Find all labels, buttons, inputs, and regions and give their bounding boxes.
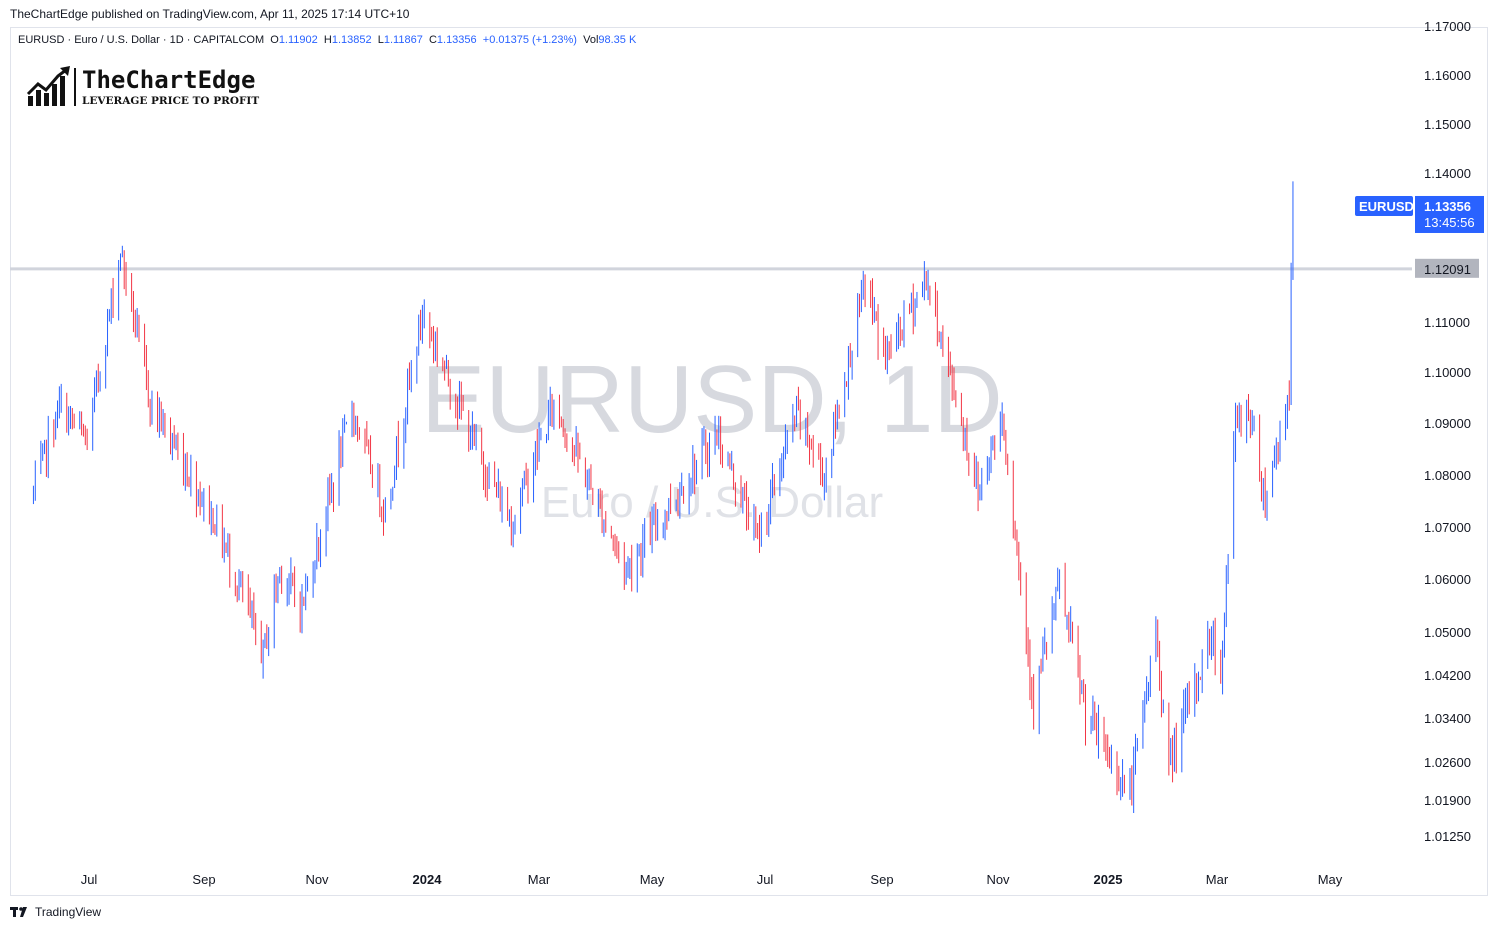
bar-countdown-label: 13:45:56 — [1424, 215, 1475, 230]
volume-label: Vol — [583, 34, 599, 46]
level-price-label: 1.12091 — [1424, 262, 1471, 277]
open-value: 1.11902 — [278, 34, 318, 46]
x-axis-tick-label: Mar — [528, 872, 551, 887]
x-axis-tick-label: May — [640, 872, 665, 887]
x-axis-tick-label: Mar — [1206, 872, 1229, 887]
y-axis-tick-label: 1.11000 — [1424, 315, 1470, 330]
y-axis-tick-label: 1.17000 — [1424, 19, 1471, 34]
volume-value: 98.35 K — [598, 34, 637, 46]
x-axis-tick-label: Nov — [986, 872, 1010, 887]
x-axis-tick-label: Jul — [757, 872, 774, 887]
y-axis-tick-label: 1.16000 — [1424, 68, 1471, 83]
y-axis-tick-label: 1.01250 — [1424, 829, 1471, 844]
symbol-description[interactable]: EURUSD · Euro / U.S. Dollar · 1D · CAPIT… — [18, 34, 265, 46]
symbol-badge — [1355, 195, 1413, 216]
chart-frame — [10, 27, 1488, 896]
x-axis-tick-label: 2025 — [1094, 872, 1123, 887]
watermark-title: EURUSD, 1D — [421, 346, 1002, 453]
open-label: O — [270, 34, 279, 46]
x-axis-tick-label: Sep — [870, 872, 893, 887]
close-label: C — [428, 34, 437, 46]
tradingview-logo-icon — [10, 907, 27, 917]
x-axis-tick-label: Nov — [305, 872, 329, 887]
y-axis-tick-label: 1.03400 — [1424, 711, 1471, 726]
x-axis-tick-label: Jul — [81, 872, 98, 887]
change-value: +0.01375 (+1.23%) — [482, 34, 577, 46]
high-label: H — [323, 34, 332, 46]
y-axis-tick-label: 1.15000 — [1424, 117, 1471, 132]
last-price-badge — [1415, 195, 1484, 233]
y-axis-tick-label: 1.14000 — [1424, 166, 1471, 181]
x-axis-tick-label: Sep — [192, 872, 215, 887]
low-label: L — [377, 34, 384, 46]
logo-divider — [74, 68, 76, 106]
footer[interactable]: TradingView — [10, 905, 101, 919]
y-axis-tick-label: 1.05000 — [1424, 625, 1471, 640]
ohlc-legend: EURUSD · Euro / U.S. Dollar · 1D · CAPIT… — [18, 34, 636, 46]
bull-chart-logo-icon — [26, 66, 70, 106]
y-axis-tick-label: 1.10000 — [1424, 365, 1471, 380]
level-price-badge — [1415, 258, 1479, 278]
symbol-badge-label: EURUSD — [1359, 199, 1414, 214]
footer-brand: TradingView — [35, 905, 102, 919]
close-value: 1.13356 — [436, 34, 477, 46]
y-axis-tick-label: 1.08000 — [1424, 468, 1471, 483]
publisher-line: TheChartEdge published on TradingView.co… — [10, 7, 410, 21]
y-axis-tick-label: 1.09000 — [1424, 416, 1471, 431]
logo-tagline: LEVERAGE PRICE TO PROFIT — [82, 95, 260, 107]
y-axis-tick-label: 1.06000 — [1424, 572, 1471, 587]
high-value: 1.13852 — [331, 34, 372, 46]
last-price-label: 1.13356 — [1424, 199, 1471, 214]
x-axis-tick-label: May — [1318, 872, 1343, 887]
y-axis-tick-label: 1.07000 — [1424, 520, 1471, 535]
y-axis-tick-label: 1.04200 — [1424, 668, 1471, 683]
y-axis-tick-label: 1.02600 — [1424, 755, 1471, 770]
y-axis-tick-label: 1.01900 — [1424, 793, 1471, 808]
x-axis-tick-label: 2024 — [413, 872, 443, 887]
logo-name: TheChartEdge — [82, 66, 256, 94]
low-value: 1.11867 — [383, 34, 423, 46]
watermark-subtitle: Euro / U.S. Dollar — [541, 478, 883, 527]
